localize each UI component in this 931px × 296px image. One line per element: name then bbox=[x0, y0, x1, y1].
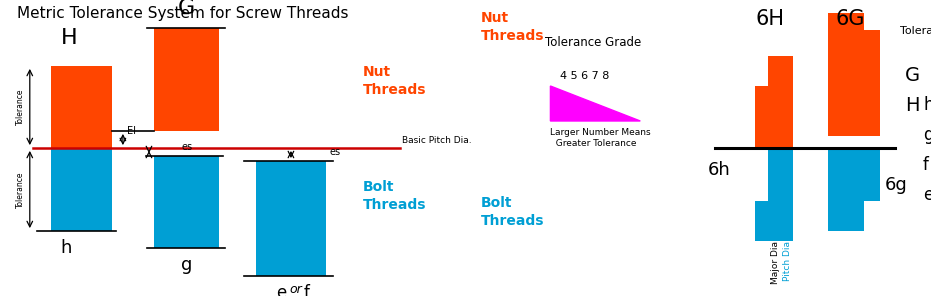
Text: 6h: 6h bbox=[708, 161, 730, 179]
Bar bbox=[768, 56, 793, 86]
Bar bbox=[828, 148, 880, 201]
Text: f: f bbox=[304, 284, 310, 296]
Bar bbox=[154, 156, 219, 248]
Text: Basic Pitch Dia.: Basic Pitch Dia. bbox=[402, 136, 472, 145]
Text: Metric Tolerance System for Screw Threads: Metric Tolerance System for Screw Thread… bbox=[17, 6, 348, 21]
Text: Major Dia: Major Dia bbox=[771, 241, 779, 284]
Text: H: H bbox=[61, 28, 77, 48]
Text: Tolerance: Tolerance bbox=[16, 171, 25, 208]
Text: Nut
Threads: Nut Threads bbox=[363, 65, 426, 97]
Text: es: es bbox=[330, 147, 341, 157]
Text: G: G bbox=[178, 0, 195, 18]
Bar bbox=[828, 30, 880, 136]
Text: g: g bbox=[923, 126, 931, 144]
Bar bbox=[755, 86, 793, 148]
Text: 4 5 6 7 8: 4 5 6 7 8 bbox=[560, 71, 610, 81]
Text: Larger Number Means
  Greater Tolerance: Larger Number Means Greater Tolerance bbox=[550, 128, 651, 148]
Text: Tolerance: Tolerance bbox=[16, 89, 25, 125]
Text: es: es bbox=[182, 142, 193, 152]
Bar bbox=[755, 201, 793, 241]
Text: h: h bbox=[61, 239, 72, 257]
Text: Nut
Threads: Nut Threads bbox=[480, 11, 544, 44]
Bar bbox=[154, 28, 219, 131]
Bar bbox=[51, 66, 112, 148]
Text: G: G bbox=[905, 66, 920, 85]
Text: EI: EI bbox=[127, 126, 136, 136]
Text: 6g: 6g bbox=[885, 176, 908, 194]
Text: g: g bbox=[181, 256, 192, 274]
Text: Tolerance Position: Tolerance Position bbox=[900, 26, 931, 36]
Bar bbox=[256, 161, 326, 276]
Text: e: e bbox=[277, 284, 287, 296]
Text: Bolt
Threads: Bolt Threads bbox=[480, 196, 544, 229]
Bar bbox=[768, 148, 793, 201]
Text: e: e bbox=[923, 186, 931, 204]
Polygon shape bbox=[550, 86, 641, 121]
Text: 6G: 6G bbox=[835, 9, 865, 29]
Bar bbox=[51, 148, 112, 231]
Text: Pitch Dia: Pitch Dia bbox=[783, 241, 791, 281]
Text: or: or bbox=[290, 283, 302, 296]
Text: H: H bbox=[905, 96, 920, 115]
Text: 6H: 6H bbox=[756, 9, 785, 29]
Bar bbox=[828, 13, 864, 30]
Text: Tolerance Grade: Tolerance Grade bbox=[546, 36, 641, 49]
Text: Bolt
Threads: Bolt Threads bbox=[363, 180, 426, 212]
Text: h: h bbox=[923, 96, 931, 114]
Bar bbox=[828, 201, 864, 231]
Text: f: f bbox=[923, 156, 929, 174]
